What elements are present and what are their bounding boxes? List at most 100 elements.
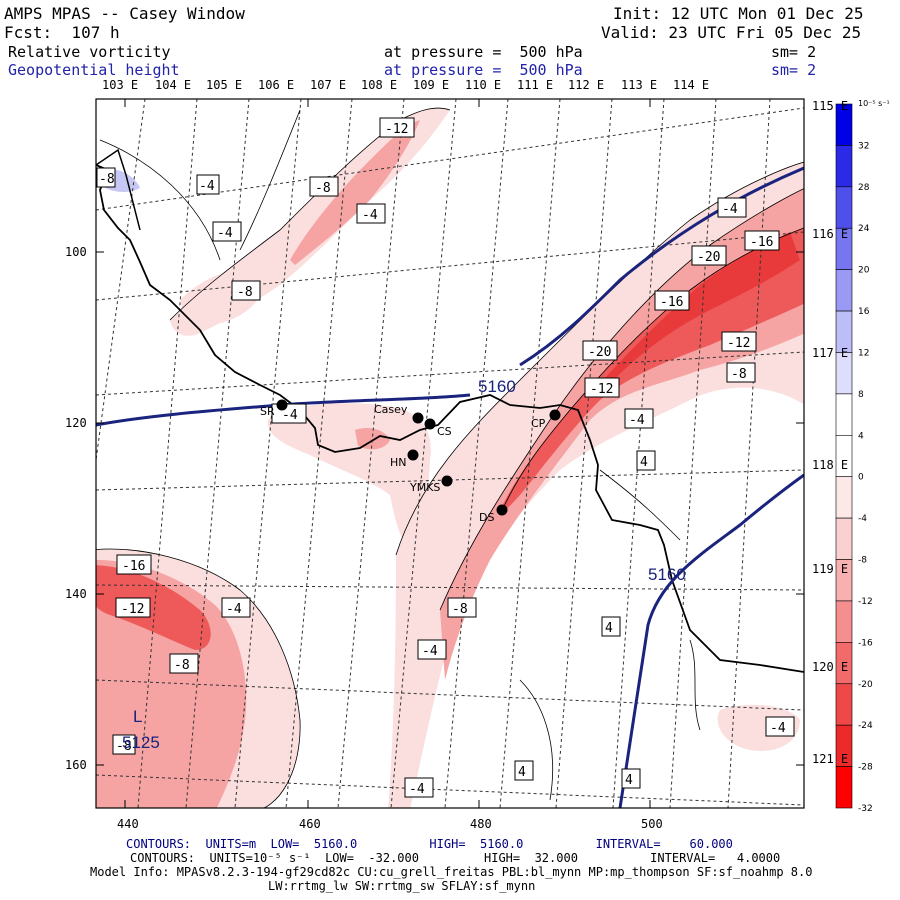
contour-label: 4 (601, 616, 621, 637)
svg-text:-4: -4 (0, 0, 16, 4)
station-marker (407, 449, 419, 461)
svg-text:-4: -4 (362, 208, 378, 223)
contour-label: -4 (717, 197, 747, 218)
contour-label: 4 (636, 450, 656, 471)
colorbar-unit: 10⁻⁵ s⁻¹ (858, 99, 890, 108)
svg-text:-20: -20 (588, 345, 611, 360)
lon-label-right: 117 E (812, 346, 849, 360)
colorbar-swatch (835, 186, 853, 229)
svg-text:-8: -8 (99, 172, 115, 187)
colorbar-label: 4 (858, 431, 864, 441)
lon-label-top: 113 E (621, 78, 658, 92)
y-tick-label: 160 (65, 758, 87, 772)
contour-label: -16 (116, 554, 152, 575)
svg-text:-4: -4 (409, 782, 425, 797)
colorbar-label: -20 (858, 680, 873, 690)
lon-label-top: 111 E (517, 78, 554, 92)
station-marker (276, 399, 288, 411)
lon-label-top: 108 E (361, 78, 398, 92)
station-label: DS (479, 511, 494, 524)
svg-text:-12: -12 (727, 336, 750, 351)
y-tick-label: 120 (65, 416, 87, 430)
colorbar-label: 0 (858, 473, 864, 483)
contour-label: -20 (582, 340, 618, 361)
contour-labels: -12 -8 -4 -4 -8 -8 -4 -4 -4 -4 -20 -16 -… (0, 0, 795, 798)
lon-label-right: 118 E (812, 458, 849, 472)
lon-label-top: 112 E (568, 78, 605, 92)
vorticity-band-northeast-max (590, 232, 800, 395)
colorbar-swatch (835, 517, 853, 560)
colorbar-label: -32 (858, 804, 873, 814)
station-label: YMKS (409, 481, 440, 494)
svg-text:4: 4 (605, 621, 613, 636)
contour-label: 4 (514, 760, 534, 781)
contour-label: -4 (196, 174, 220, 195)
plot-frame (95, 98, 805, 809)
field-1-level: at pressure = 500 hPa (384, 43, 583, 61)
lon-label-top: 110 E (465, 78, 502, 92)
svg-text:-4: -4 (770, 721, 786, 736)
field-1-name: Relative vorticity (8, 43, 171, 61)
coastline (96, 164, 804, 673)
contour-label: -8 (726, 362, 756, 383)
svg-text:-4: -4 (422, 644, 438, 659)
colorbar-label: 28 (858, 183, 870, 193)
colorbar: 32 28 24 20 16 12 8 4 0 -4 -8 -12 -16 -20 -24 -28 -32 10⁻… (835, 99, 890, 814)
vorticity-casey-area-inner (355, 428, 390, 450)
contour-label: -8 (169, 653, 199, 674)
lon-label-top: 103 E (102, 78, 139, 92)
lon-label-top: 109 E (413, 78, 450, 92)
contour-label: -4 (404, 777, 434, 798)
colorbar-label: 32 (858, 141, 869, 151)
station-marker (424, 418, 436, 430)
contour-label: -12 (584, 377, 620, 398)
station-label: CS (437, 425, 452, 438)
svg-text:-20: -20 (697, 250, 720, 265)
svg-text:-12: -12 (590, 382, 613, 397)
station-label: SR (260, 405, 275, 418)
height-labels: 5160 5160 5125 L (122, 377, 686, 752)
svg-text:-4: -4 (217, 226, 233, 241)
svg-text:-4: -4 (282, 408, 298, 423)
colorbar-label: -12 (858, 597, 873, 607)
map-field: -12 -8 -4 -4 -8 -8 -4 -4 -4 -4 -20 -16 -… (0, 0, 804, 808)
station-marker (549, 409, 561, 421)
height-contour-5160-east (519, 166, 804, 367)
colorbar-swatch (835, 600, 853, 643)
y-tick-label: 140 (65, 587, 87, 601)
x-tick-label: 480 (470, 817, 492, 831)
contour-label: -8 (309, 176, 339, 197)
colorbar-label: 12 (858, 348, 869, 358)
plot-title: AMPS MPAS -- Casey Window (4, 4, 245, 23)
contour-label: -8 (231, 280, 261, 301)
contour-label: -16 (654, 290, 690, 311)
lon-label-top: 104 E (155, 78, 192, 92)
low-marker: L (133, 707, 142, 726)
contour-label: -4 (765, 716, 795, 737)
coastline-north (96, 148, 141, 231)
stations: SR Casey CS HN YMKS CP DS (260, 399, 561, 524)
vorticity-band-southwest-core (96, 565, 211, 650)
field-1-smoothing: sm= 2 (771, 43, 817, 61)
lon-label-top: 107 E (310, 78, 347, 92)
model-info: Model Info: MPASv8.2.3-194-gf29cd82c CU:… (90, 865, 813, 879)
svg-text:4: 4 (640, 455, 648, 470)
svg-text:-12: -12 (385, 122, 408, 137)
field-2-level: at pressure = 500 hPa (384, 61, 583, 79)
colorbar-swatch (835, 476, 853, 519)
lon-label-right: 121 E (812, 752, 849, 766)
svg-text:-16: -16 (122, 559, 145, 574)
contour-label: -12 (721, 331, 757, 352)
svg-text:-8: -8 (116, 739, 132, 754)
x-tick-label: 440 (117, 817, 139, 831)
colorbar-label: -28 (858, 763, 873, 773)
svg-text:4: 4 (625, 773, 633, 788)
colorbar-swatch (835, 766, 853, 809)
contour-label: 4 (621, 768, 641, 789)
init-time: Init: 12 UTC Mon 01 Dec 25 (613, 4, 864, 23)
colorbar-swatch (835, 683, 853, 726)
contour-label: -12 (379, 117, 415, 138)
svg-text:-8: -8 (731, 367, 747, 382)
colorbar-swatch (835, 269, 853, 312)
